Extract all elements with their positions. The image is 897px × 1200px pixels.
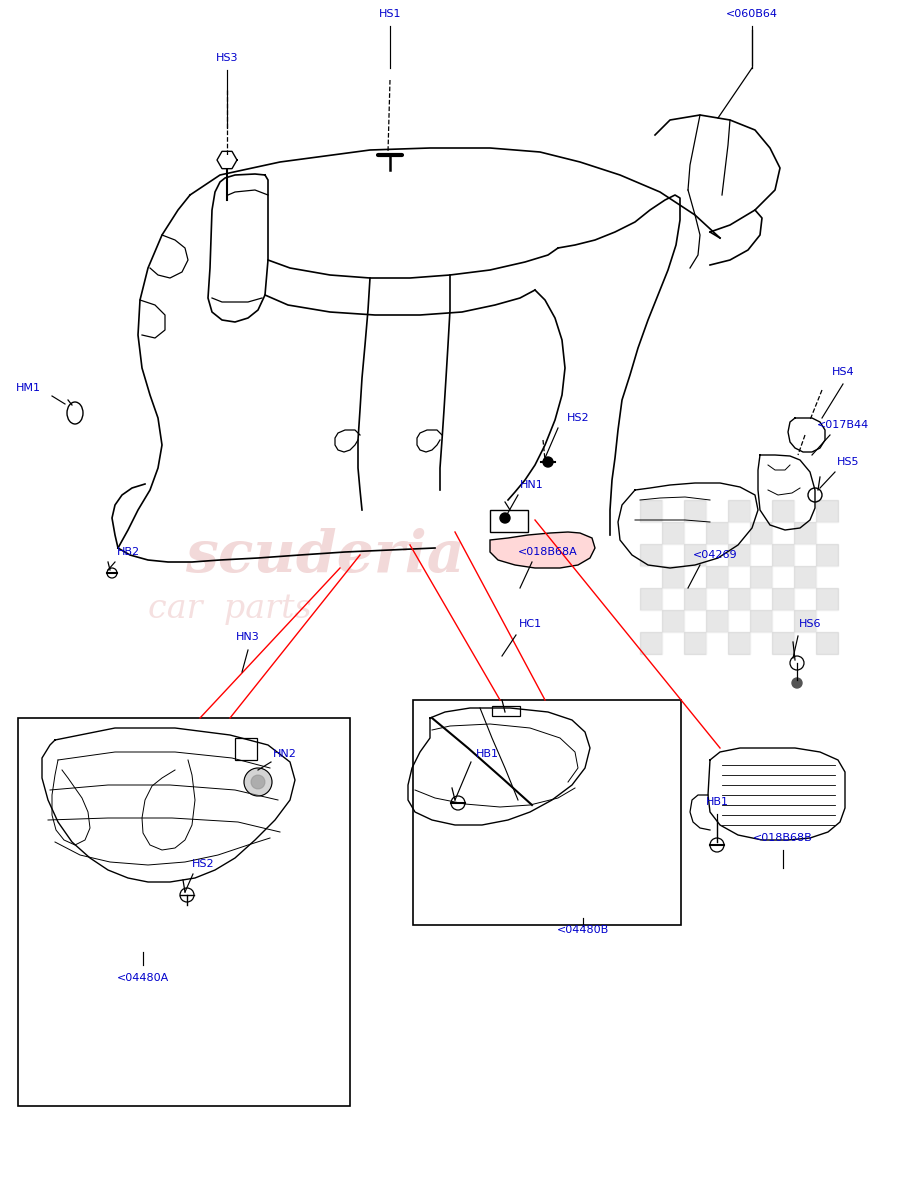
- Bar: [706, 610, 728, 632]
- Bar: [794, 588, 816, 610]
- Bar: [772, 544, 794, 566]
- Bar: [816, 566, 838, 588]
- Text: HS6: HS6: [798, 619, 822, 629]
- Bar: [640, 544, 662, 566]
- Bar: [750, 588, 772, 610]
- Bar: [684, 566, 706, 588]
- Bar: [706, 632, 728, 654]
- Bar: [750, 566, 772, 588]
- Text: HS3: HS3: [216, 53, 239, 62]
- Text: HB1: HB1: [706, 797, 728, 806]
- Bar: [772, 632, 794, 654]
- Text: HS4: HS4: [832, 367, 854, 377]
- Bar: [640, 566, 662, 588]
- Bar: [706, 544, 728, 566]
- Bar: [750, 500, 772, 522]
- Bar: [235, 738, 257, 760]
- Bar: [706, 522, 728, 544]
- Bar: [816, 522, 838, 544]
- Text: HC1: HC1: [518, 619, 542, 629]
- Bar: [18, 718, 350, 1106]
- Text: scuderia: scuderia: [185, 528, 465, 584]
- Bar: [706, 566, 728, 588]
- Bar: [413, 700, 681, 925]
- Bar: [662, 632, 684, 654]
- Text: <018B68B: <018B68B: [753, 833, 813, 842]
- Circle shape: [792, 678, 802, 688]
- Bar: [750, 610, 772, 632]
- Bar: [728, 588, 750, 610]
- Bar: [684, 588, 706, 610]
- Bar: [684, 522, 706, 544]
- Bar: [794, 522, 816, 544]
- Bar: [772, 610, 794, 632]
- Text: HB1: HB1: [475, 749, 499, 758]
- Bar: [662, 522, 684, 544]
- Bar: [728, 544, 750, 566]
- Bar: [816, 544, 838, 566]
- Bar: [640, 522, 662, 544]
- Bar: [772, 588, 794, 610]
- Text: HN2: HN2: [273, 749, 297, 758]
- Bar: [816, 610, 838, 632]
- Bar: [662, 500, 684, 522]
- Bar: [684, 500, 706, 522]
- Text: HN3: HN3: [236, 632, 260, 642]
- Text: <04480B: <04480B: [557, 925, 609, 935]
- Bar: [728, 632, 750, 654]
- Text: <017B44: <017B44: [817, 420, 869, 430]
- Bar: [640, 632, 662, 654]
- Bar: [794, 610, 816, 632]
- Bar: [662, 544, 684, 566]
- Text: HS1: HS1: [379, 8, 401, 19]
- Bar: [490, 510, 528, 532]
- Bar: [816, 500, 838, 522]
- Bar: [684, 544, 706, 566]
- Bar: [794, 500, 816, 522]
- Bar: [640, 610, 662, 632]
- Bar: [794, 544, 816, 566]
- Bar: [750, 522, 772, 544]
- Text: HS2: HS2: [192, 859, 214, 869]
- Bar: [772, 522, 794, 544]
- Bar: [662, 566, 684, 588]
- Bar: [728, 522, 750, 544]
- Bar: [816, 632, 838, 654]
- Bar: [684, 610, 706, 632]
- Bar: [728, 566, 750, 588]
- Bar: [728, 500, 750, 522]
- Bar: [684, 632, 706, 654]
- Circle shape: [251, 775, 265, 790]
- Text: HS2: HS2: [567, 413, 589, 422]
- Bar: [640, 588, 662, 610]
- Polygon shape: [490, 532, 595, 568]
- Circle shape: [244, 768, 272, 796]
- Bar: [662, 588, 684, 610]
- Bar: [706, 588, 728, 610]
- Text: <060B64: <060B64: [726, 8, 778, 19]
- Bar: [662, 610, 684, 632]
- Bar: [794, 566, 816, 588]
- Bar: [640, 500, 662, 522]
- Bar: [706, 500, 728, 522]
- Text: car  parts: car parts: [148, 593, 311, 625]
- Text: HM1: HM1: [15, 383, 40, 392]
- Text: HN1: HN1: [520, 480, 544, 490]
- Text: HS5: HS5: [837, 457, 859, 467]
- Circle shape: [500, 514, 510, 523]
- Bar: [750, 632, 772, 654]
- Bar: [794, 632, 816, 654]
- Bar: [816, 588, 838, 610]
- Bar: [728, 610, 750, 632]
- Text: <04269: <04269: [692, 550, 737, 560]
- Bar: [492, 706, 520, 716]
- Bar: [750, 544, 772, 566]
- Text: <018B68A: <018B68A: [518, 547, 578, 557]
- Text: HB2: HB2: [117, 547, 140, 557]
- Text: <04480A: <04480A: [117, 973, 170, 983]
- Circle shape: [543, 457, 553, 467]
- Bar: [772, 566, 794, 588]
- Bar: [772, 500, 794, 522]
